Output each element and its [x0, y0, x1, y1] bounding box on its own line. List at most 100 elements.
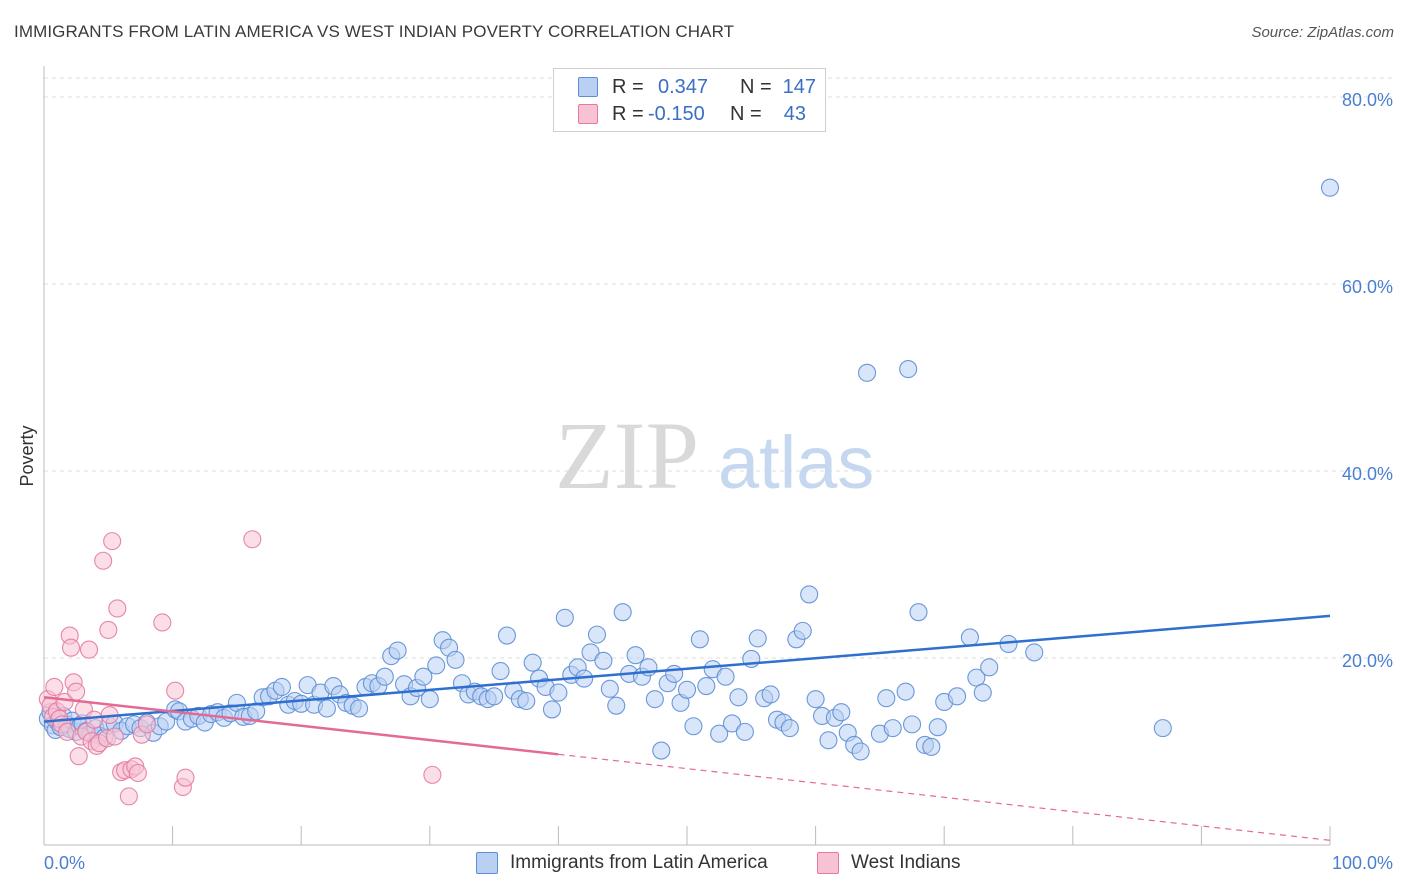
point-latin-america	[388, 641, 407, 660]
point-latin-america	[710, 724, 729, 743]
point-latin-america	[973, 683, 992, 702]
point-latin-america	[1025, 643, 1044, 662]
point-latin-america	[928, 718, 947, 737]
r-value: -0.150	[648, 102, 705, 125]
point-latin-america	[980, 658, 999, 677]
n-value: 43	[783, 102, 806, 125]
point-latin-america	[877, 689, 896, 708]
point-latin-america	[420, 690, 439, 709]
point-latin-america	[716, 667, 735, 686]
chart-title: IMMIGRANTS FROM LATIN AMERICA VS WEST IN…	[14, 22, 735, 41]
point-latin-america	[350, 699, 369, 718]
point-latin-america	[491, 662, 510, 681]
point-latin-america	[697, 676, 716, 696]
trend-line-west-indians-extension	[558, 753, 1331, 841]
bottom-legend-latin-america: Immigrants from Latin America	[476, 852, 768, 874]
point-latin-america	[761, 685, 780, 704]
r-value: 0.347	[658, 75, 709, 98]
point-latin-america	[960, 628, 979, 647]
point-latin-america	[735, 722, 754, 741]
trend-line-west-indians	[43, 696, 559, 756]
series-name: West Indians	[851, 852, 961, 873]
point-west-indians	[105, 727, 124, 746]
point-latin-america	[909, 603, 928, 622]
point-west-indians	[45, 677, 64, 697]
point-latin-america	[517, 691, 536, 711]
point-west-indians	[176, 768, 195, 787]
watermark-zip: ZIP	[555, 402, 699, 509]
bottom-legend-west-indians: West Indians	[817, 852, 960, 874]
legend-swatch-blue	[476, 852, 498, 874]
point-latin-america	[922, 737, 941, 756]
y-tick-label: 60.0%	[1342, 277, 1393, 297]
y-tick-label: 20.0%	[1342, 651, 1393, 671]
point-west-indians	[99, 620, 118, 640]
point-west-indians	[243, 530, 262, 549]
point-west-indians	[166, 681, 185, 700]
point-latin-america	[948, 687, 967, 706]
point-latin-america	[677, 680, 697, 699]
point-latin-america	[832, 703, 851, 722]
point-west-indians	[67, 682, 86, 701]
legend-row-latin-america: R = 0.347 N = 147	[578, 76, 816, 98]
point-west-indians	[55, 692, 74, 711]
point-west-indians	[119, 787, 138, 806]
point-latin-america	[1320, 178, 1340, 197]
point-west-indians	[85, 710, 104, 729]
point-latin-america	[722, 714, 742, 733]
point-latin-america	[607, 696, 626, 715]
point-latin-america	[729, 688, 748, 707]
point-west-indians	[61, 638, 81, 657]
point-latin-america	[780, 719, 799, 738]
point-latin-america	[600, 679, 619, 698]
y-tick-label: 80.0%	[1342, 90, 1393, 110]
n-label: N =	[740, 75, 772, 98]
point-latin-america	[581, 643, 600, 662]
point-latin-america	[542, 700, 562, 719]
y-axis-title: Poverty	[17, 425, 37, 486]
point-west-indians	[79, 640, 99, 659]
point-latin-america	[857, 363, 877, 382]
point-latin-america	[793, 621, 812, 640]
point-west-indians	[423, 765, 442, 784]
point-latin-america	[899, 360, 918, 379]
point-west-indians	[69, 747, 88, 766]
legend-swatch-pink	[578, 104, 598, 124]
point-west-indians	[94, 551, 113, 570]
point-latin-america	[626, 646, 645, 665]
point-latin-america	[414, 667, 433, 686]
watermark-atlas: atlas	[718, 421, 874, 504]
trend-line-latin-america	[43, 614, 1331, 723]
point-latin-america	[806, 690, 825, 709]
point-west-indians	[153, 613, 172, 632]
point-latin-america	[427, 656, 446, 675]
n-label: N =	[730, 102, 762, 125]
n-value: 147	[782, 75, 816, 98]
point-latin-america	[684, 717, 703, 736]
point-latin-america	[497, 626, 517, 645]
point-latin-america	[851, 742, 870, 761]
point-latin-america	[555, 608, 574, 627]
point-west-indians	[137, 715, 156, 734]
point-latin-america	[317, 699, 336, 718]
r-label: R =	[612, 102, 644, 125]
legend-row-west-indians: R = -0.150 N = 43	[578, 103, 806, 125]
x-tick-label-max: 100.0%	[1332, 853, 1393, 873]
point-latin-america	[748, 629, 767, 648]
gridlines	[44, 77, 1392, 659]
point-latin-america	[613, 603, 632, 622]
stats-legend: R = 0.347 N = 147 R = -0.150 N = 43	[553, 68, 826, 132]
point-latin-america	[819, 731, 838, 750]
series-name: Immigrants from Latin America	[510, 852, 768, 873]
point-latin-america	[883, 719, 902, 738]
point-latin-america	[967, 668, 986, 687]
point-latin-america	[485, 687, 504, 706]
point-latin-america	[157, 712, 176, 731]
point-latin-america	[523, 653, 542, 672]
point-west-indians	[103, 532, 122, 551]
point-latin-america	[645, 690, 664, 709]
point-latin-america	[446, 650, 465, 669]
point-latin-america	[800, 585, 819, 604]
point-latin-america	[587, 625, 607, 644]
